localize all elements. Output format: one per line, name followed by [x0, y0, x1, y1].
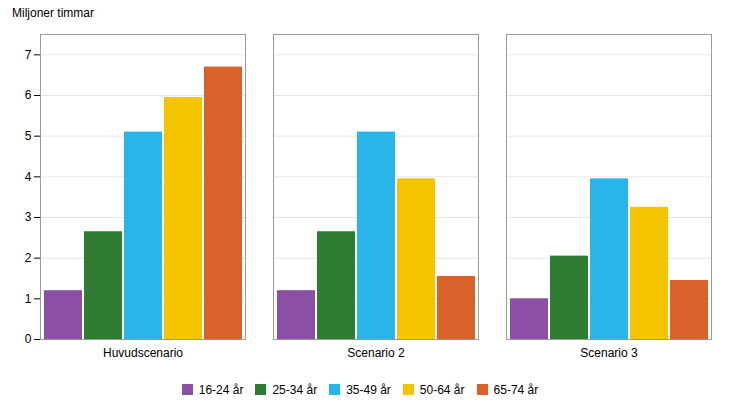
html-text:50-64 år: 50-64 år [419, 382, 465, 397]
svg-text:Scenario 3: Scenario 3 [580, 346, 638, 360]
svg-text:6: 6 [25, 88, 32, 102]
svg-text:5: 5 [25, 129, 32, 143]
html-text:Miljoner timmar: Miljoner timmar [12, 6, 94, 20]
svg-text:1: 1 [25, 292, 32, 306]
svg-text:7: 7 [25, 48, 32, 62]
svg-text:0: 0 [25, 332, 32, 346]
html-text:65-74 år: 65-74 år [493, 382, 539, 397]
svg-text:Scenario 2: Scenario 2 [347, 346, 405, 360]
svg-text:3: 3 [25, 210, 32, 224]
svg-text:2: 2 [25, 251, 32, 265]
svg-text:4: 4 [25, 170, 32, 184]
html-text:35-49 år: 35-49 år [346, 382, 391, 397]
svg-text:Huvudscenario: Huvudscenario [103, 346, 183, 360]
html-text:25-34 år: 25-34 år [272, 382, 318, 397]
html-text:16-24 år: 16-24 år [198, 382, 244, 397]
